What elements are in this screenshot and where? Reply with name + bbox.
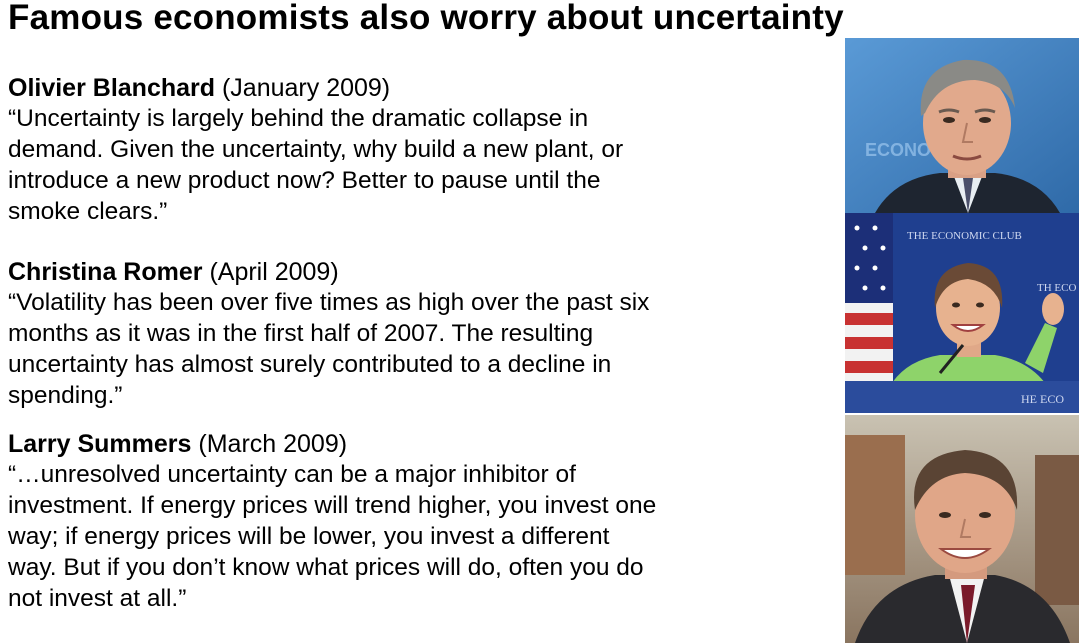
quote-line: way. But if you don’t know what prices w… bbox=[8, 554, 644, 581]
banner-text: THE ECONOMIC CLUB bbox=[907, 230, 1022, 242]
quote-summers: Larry Summers (March 2009) “…unresolved … bbox=[8, 429, 838, 614]
slide-title: Famous economists also worry about uncer… bbox=[8, 0, 844, 37]
quote-line: months as it was in the first half of 20… bbox=[8, 320, 594, 347]
quote-blanchard: Olivier Blanchard (January 2009) “Uncert… bbox=[8, 73, 838, 227]
quote-line: “…unresolved uncertainty can be a major … bbox=[8, 461, 576, 488]
quote-line: “Uncertainty is largely behind the drama… bbox=[8, 105, 589, 132]
portrait-photo-icon: ECONO bbox=[845, 38, 1079, 213]
quote-line: introduce a new product now? Better to p… bbox=[8, 167, 601, 194]
background-sign-text: ECONO bbox=[865, 140, 931, 160]
quote-line: “Volatility has been over five times as … bbox=[8, 289, 650, 316]
sign-text: TH ECO bbox=[1037, 282, 1076, 294]
quote-line: smoke clears.” bbox=[8, 198, 168, 225]
quote-date: (March 2009) bbox=[198, 430, 348, 458]
summers-photo bbox=[845, 415, 1079, 643]
quote-line: not invest at all.” bbox=[8, 585, 187, 612]
portrait-photo-icon bbox=[845, 415, 1079, 643]
podium-text: HE ECO bbox=[1021, 392, 1064, 406]
economist-name: Christina Romer bbox=[8, 258, 203, 286]
quote-line: demand. Given the uncertainty, why build… bbox=[8, 136, 624, 163]
quote-line: spending.” bbox=[8, 382, 123, 409]
quote-romer: Christina Romer (April 2009) “Volatility… bbox=[8, 257, 838, 411]
quote-attribution: Olivier Blanchard (January 2009) bbox=[8, 73, 838, 103]
quote-attribution: Larry Summers (March 2009) bbox=[8, 429, 838, 459]
quote-attribution: Christina Romer (April 2009) bbox=[8, 257, 838, 287]
economist-name: Larry Summers bbox=[8, 430, 192, 458]
portrait-photo-icon: THE ECONOMIC CLUB TH ECO HE ECO bbox=[845, 213, 1079, 413]
romer-photo: THE ECONOMIC CLUB TH ECO HE ECO bbox=[845, 213, 1079, 413]
blanchard-photo: ECONO bbox=[845, 38, 1079, 213]
quote-date: (April 2009) bbox=[209, 258, 339, 286]
quote-line: way; if energy prices will be lower, you… bbox=[8, 523, 610, 550]
quote-line: uncertainty has almost surely contribute… bbox=[8, 351, 612, 378]
quote-date: (January 2009) bbox=[221, 74, 391, 102]
quote-line: investment. If energy prices will trend … bbox=[8, 492, 657, 519]
economist-name: Olivier Blanchard bbox=[8, 74, 216, 102]
